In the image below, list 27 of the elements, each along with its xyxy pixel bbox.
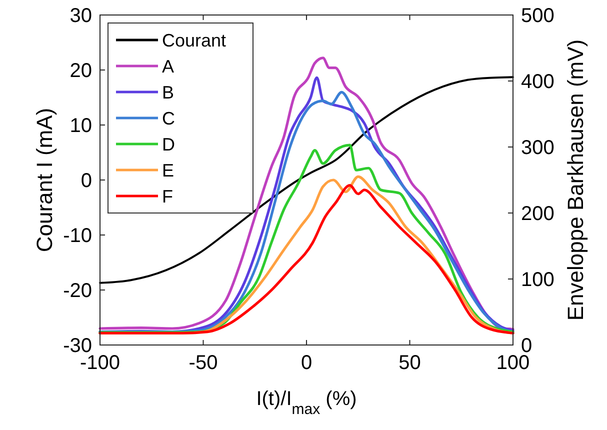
legend-label: F (162, 186, 173, 206)
y2-tick-label: 100 (521, 269, 554, 291)
x-tick-label: -50 (188, 352, 218, 374)
x-tick-label: -100 (80, 352, 120, 374)
y2-tick-label: 200 (521, 203, 554, 225)
y2-tick-label: 300 (521, 137, 554, 159)
y-tick-label: -10 (63, 225, 92, 247)
line-series (99, 76, 514, 284)
legend-label: Courant (162, 30, 226, 50)
legend-label: D (162, 134, 175, 154)
y-tick-label: 30 (70, 5, 92, 27)
x-tick-label: 0 (300, 352, 312, 374)
x-tick-label: 100 (496, 352, 530, 374)
y2-tick-label: 400 (521, 71, 554, 93)
y2-tick-label: 500 (521, 5, 554, 27)
y-tick-label: 0 (80, 170, 92, 192)
y-axis-title: Courant I (mA) (32, 108, 57, 252)
legend-label: E (162, 160, 174, 180)
y-tick-label: 10 (70, 115, 92, 137)
legend-label: A (162, 56, 174, 76)
x-tick-label: 50 (398, 352, 421, 374)
legend-label: B (162, 82, 174, 102)
y-tick-label: -20 (63, 280, 92, 302)
y2-axis-title: Enveloppe Barkhausen (mV) (563, 39, 588, 321)
x-axis-title: I(t)/I$_{max}$ (%) (256, 388, 357, 418)
legend-label: C (162, 108, 175, 128)
y-tick-label: 20 (70, 60, 92, 82)
